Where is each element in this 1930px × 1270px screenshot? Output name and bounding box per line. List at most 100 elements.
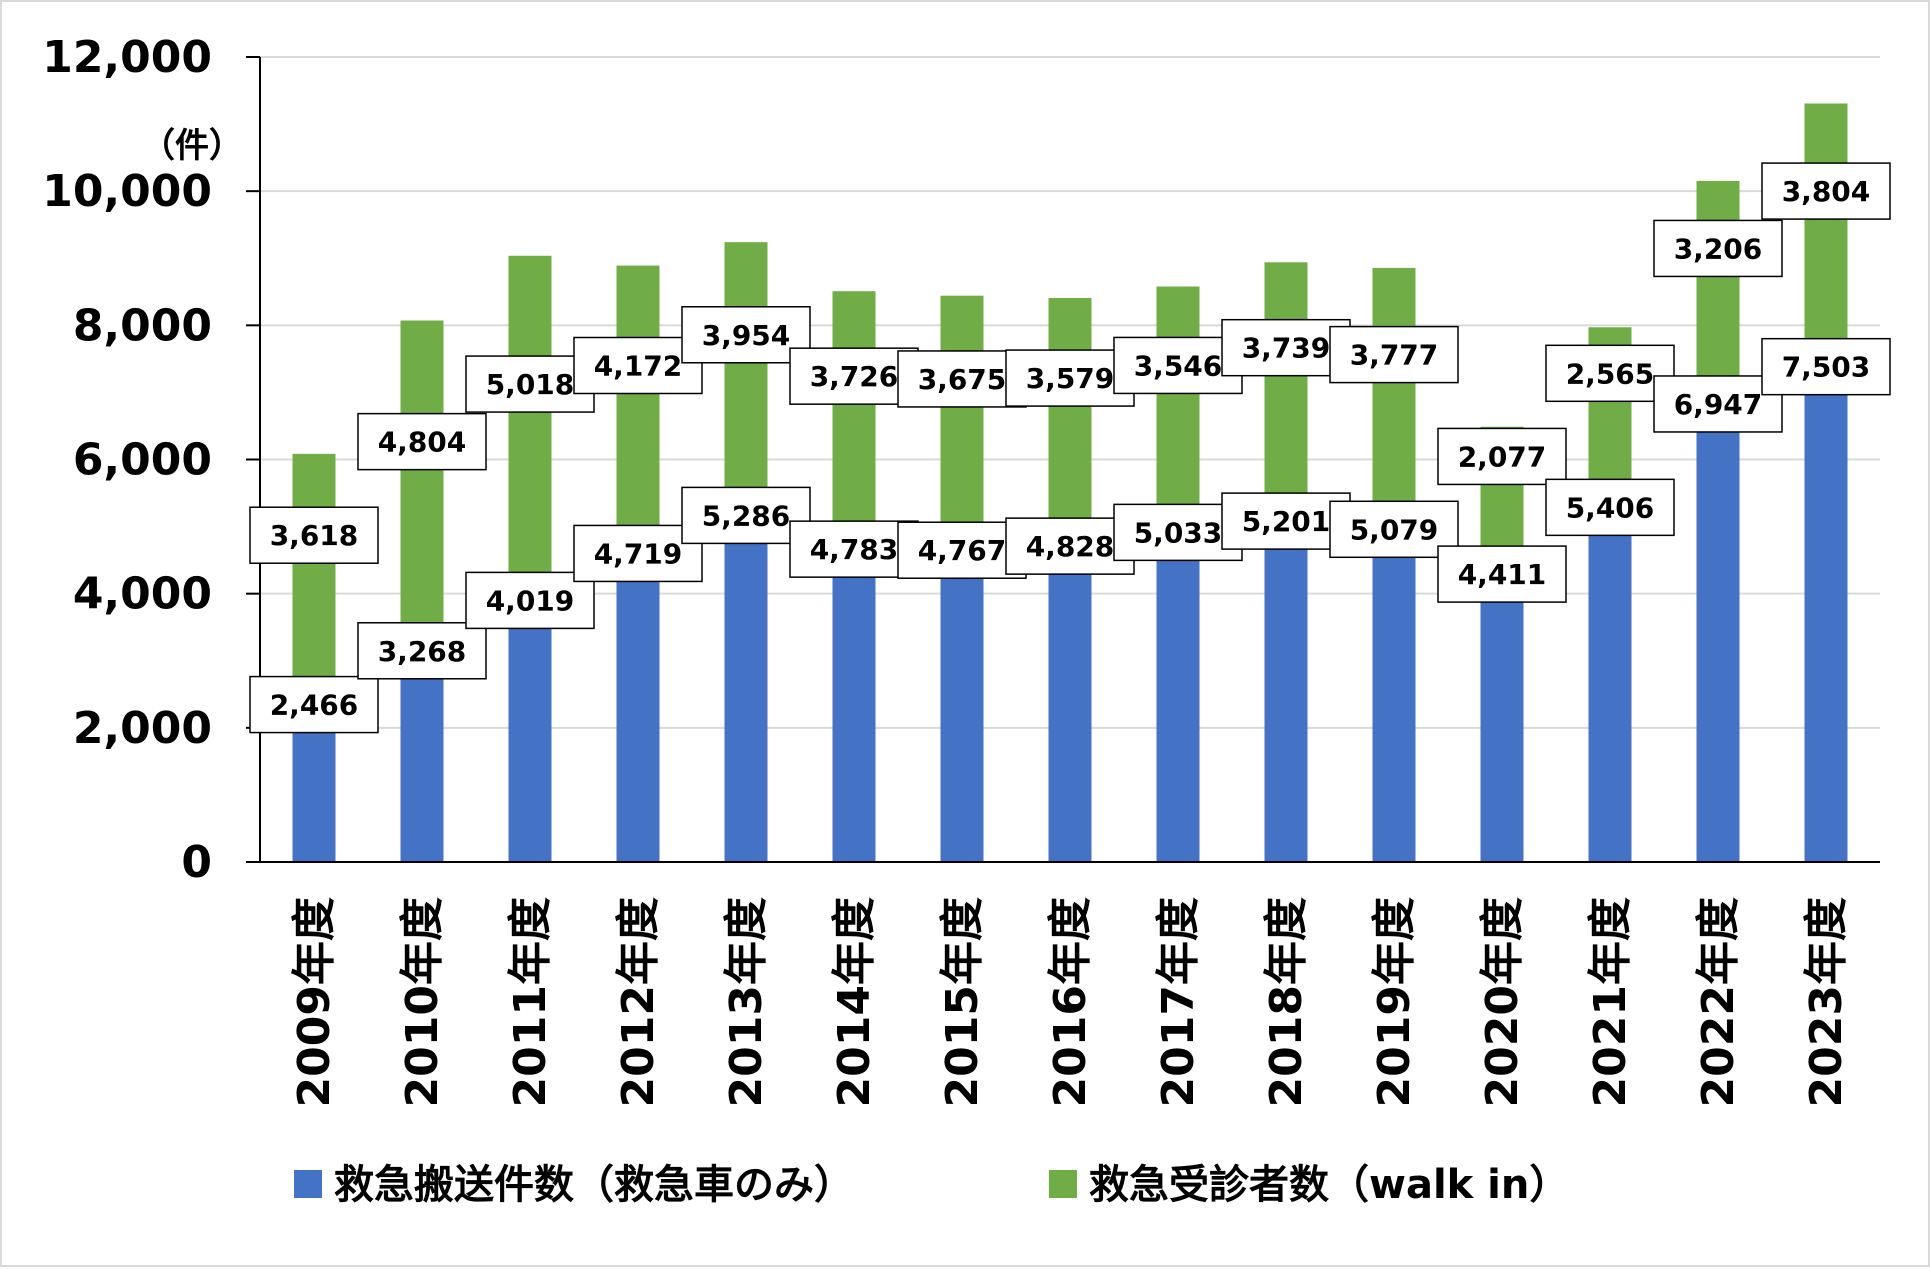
data-label-walk-in: 3,739 xyxy=(1242,332,1331,365)
x-category-label: 2016年度 xyxy=(1045,897,1096,1107)
data-label-ambulance-box xyxy=(1653,375,1783,433)
data-label-ambulance: 5,286 xyxy=(702,499,791,532)
data-label-walk-in-box xyxy=(897,350,1027,408)
data-label-ambulance: 4,783 xyxy=(810,533,899,566)
data-label-walk-in: 3,579 xyxy=(1026,362,1115,395)
bar-ambulance xyxy=(832,541,876,862)
data-label-ambulance: 4,719 xyxy=(594,537,683,570)
x-category-label: 2015年度 xyxy=(937,897,988,1107)
x-category-label: 2021年度 xyxy=(1585,897,1636,1107)
data-label-ambulance-box xyxy=(249,675,379,734)
x-category-label: 2009年度 xyxy=(289,897,340,1107)
y-tick-label: 4,000 xyxy=(73,569,212,620)
bar-walk-in xyxy=(400,320,444,643)
data-label-walk-in: 4,172 xyxy=(594,349,683,382)
bar-ambulance xyxy=(1480,566,1524,862)
data-label-walk-in-box xyxy=(789,347,919,405)
y-tick-label: 8,000 xyxy=(73,300,212,351)
x-category-label: 2010年度 xyxy=(397,897,448,1107)
data-label-walk-in-box xyxy=(573,336,703,395)
bar-walk-in xyxy=(1372,267,1416,522)
bar-ambulance xyxy=(616,545,660,862)
data-label-walk-in: 3,726 xyxy=(810,360,899,393)
data-label-walk-in-box xyxy=(1653,219,1783,278)
x-category-label: 2017年度 xyxy=(1153,897,1204,1107)
bar-walk-in xyxy=(1804,103,1848,359)
data-label-ambulance: 4,019 xyxy=(486,584,575,617)
data-label-ambulance-box xyxy=(681,486,811,545)
y-tick-label: 10,000 xyxy=(42,166,212,217)
data-label-walk-in: 4,804 xyxy=(378,426,467,459)
data-label-walk-in: 5,018 xyxy=(486,368,575,401)
y-tick-label: 2,000 xyxy=(73,703,212,754)
bar-ambulance xyxy=(1048,538,1092,862)
bar-walk-in xyxy=(1156,286,1200,525)
data-label-ambulance: 5,033 xyxy=(1134,516,1223,549)
data-label-ambulance: 2,466 xyxy=(270,689,359,722)
bar-ambulance xyxy=(1264,513,1308,862)
data-label-walk-in-box xyxy=(249,506,379,564)
bar-ambulance xyxy=(1372,521,1416,862)
data-label-ambulance: 3,268 xyxy=(378,635,467,668)
bar-walk-in xyxy=(616,265,660,546)
bar-ambulance xyxy=(724,507,768,862)
bar-walk-in xyxy=(1696,180,1740,396)
data-label-ambulance-box xyxy=(1329,500,1459,559)
data-label-ambulance: 5,079 xyxy=(1350,513,1439,546)
data-label-ambulance-box xyxy=(1437,545,1567,603)
bar-walk-in xyxy=(1264,262,1308,514)
data-label-walk-in: 3,618 xyxy=(270,519,359,552)
bar-ambulance xyxy=(508,592,552,862)
data-label-walk-in: 2,565 xyxy=(1566,357,1655,390)
data-label-ambulance-box xyxy=(465,571,595,630)
bar-ambulance xyxy=(1588,499,1632,862)
x-category-label: 2022年度 xyxy=(1693,897,1744,1107)
data-label-walk-in-box xyxy=(357,412,487,471)
data-label-walk-in-box xyxy=(1221,318,1351,377)
data-label-ambulance: 4,767 xyxy=(918,534,1007,567)
legend-swatch-walk-in xyxy=(1049,1170,1077,1198)
x-category-label: 2018年度 xyxy=(1261,897,1312,1107)
data-label-ambulance: 4,828 xyxy=(1026,530,1115,563)
data-label-walk-in: 3,206 xyxy=(1674,232,1763,265)
bar-ambulance xyxy=(1156,524,1200,862)
data-label-walk-in: 3,954 xyxy=(702,319,791,352)
data-label-ambulance-box xyxy=(573,524,703,583)
data-label-ambulance-box xyxy=(357,622,487,680)
data-label-walk-in-box xyxy=(681,306,811,364)
data-label-walk-in: 3,675 xyxy=(918,363,1007,396)
data-label-ambulance: 4,411 xyxy=(1458,558,1547,591)
bar-walk-in xyxy=(724,242,768,508)
data-label-ambulance: 7,503 xyxy=(1782,351,1871,384)
bar-ambulance xyxy=(1804,358,1848,862)
data-label-ambulance-box xyxy=(1005,517,1135,575)
data-label-walk-in: 3,546 xyxy=(1134,349,1223,382)
data-label-walk-in: 3,804 xyxy=(1782,175,1871,208)
x-category-label: 2013年度 xyxy=(721,897,772,1107)
y-tick-label: 6,000 xyxy=(73,435,212,486)
x-category-label: 2012年度 xyxy=(613,897,664,1107)
y-axis-unit-label: （件） xyxy=(141,126,243,166)
data-label-walk-in-box xyxy=(1329,325,1459,384)
data-label-walk-in: 3,777 xyxy=(1350,339,1439,372)
data-label-ambulance-box xyxy=(1113,503,1243,562)
bar-walk-in xyxy=(1048,298,1092,539)
data-label-walk-in-box xyxy=(1437,427,1567,486)
bar-ambulance xyxy=(940,542,984,862)
x-category-label: 2023年度 xyxy=(1801,897,1852,1107)
x-category-label: 2011年度 xyxy=(505,897,556,1107)
data-label-walk-in-box xyxy=(1761,162,1891,220)
x-category-label: 2020年度 xyxy=(1477,897,1528,1107)
legend-label-ambulance: 救急搬送件数（救急車のみ） xyxy=(334,1162,854,1208)
data-label-walk-in: 2,077 xyxy=(1458,440,1547,473)
data-label-ambulance-box xyxy=(1761,337,1891,396)
x-category-label: 2019年度 xyxy=(1369,897,1420,1107)
data-label-walk-in-box xyxy=(1113,336,1243,395)
bar-ambulance xyxy=(1696,395,1740,862)
bar-walk-in xyxy=(292,453,336,697)
data-label-ambulance: 6,947 xyxy=(1674,388,1763,421)
legend-label-walk-in: 救急受診者数（walk in） xyxy=(1089,1162,1569,1208)
data-label-ambulance-box xyxy=(897,521,1027,579)
